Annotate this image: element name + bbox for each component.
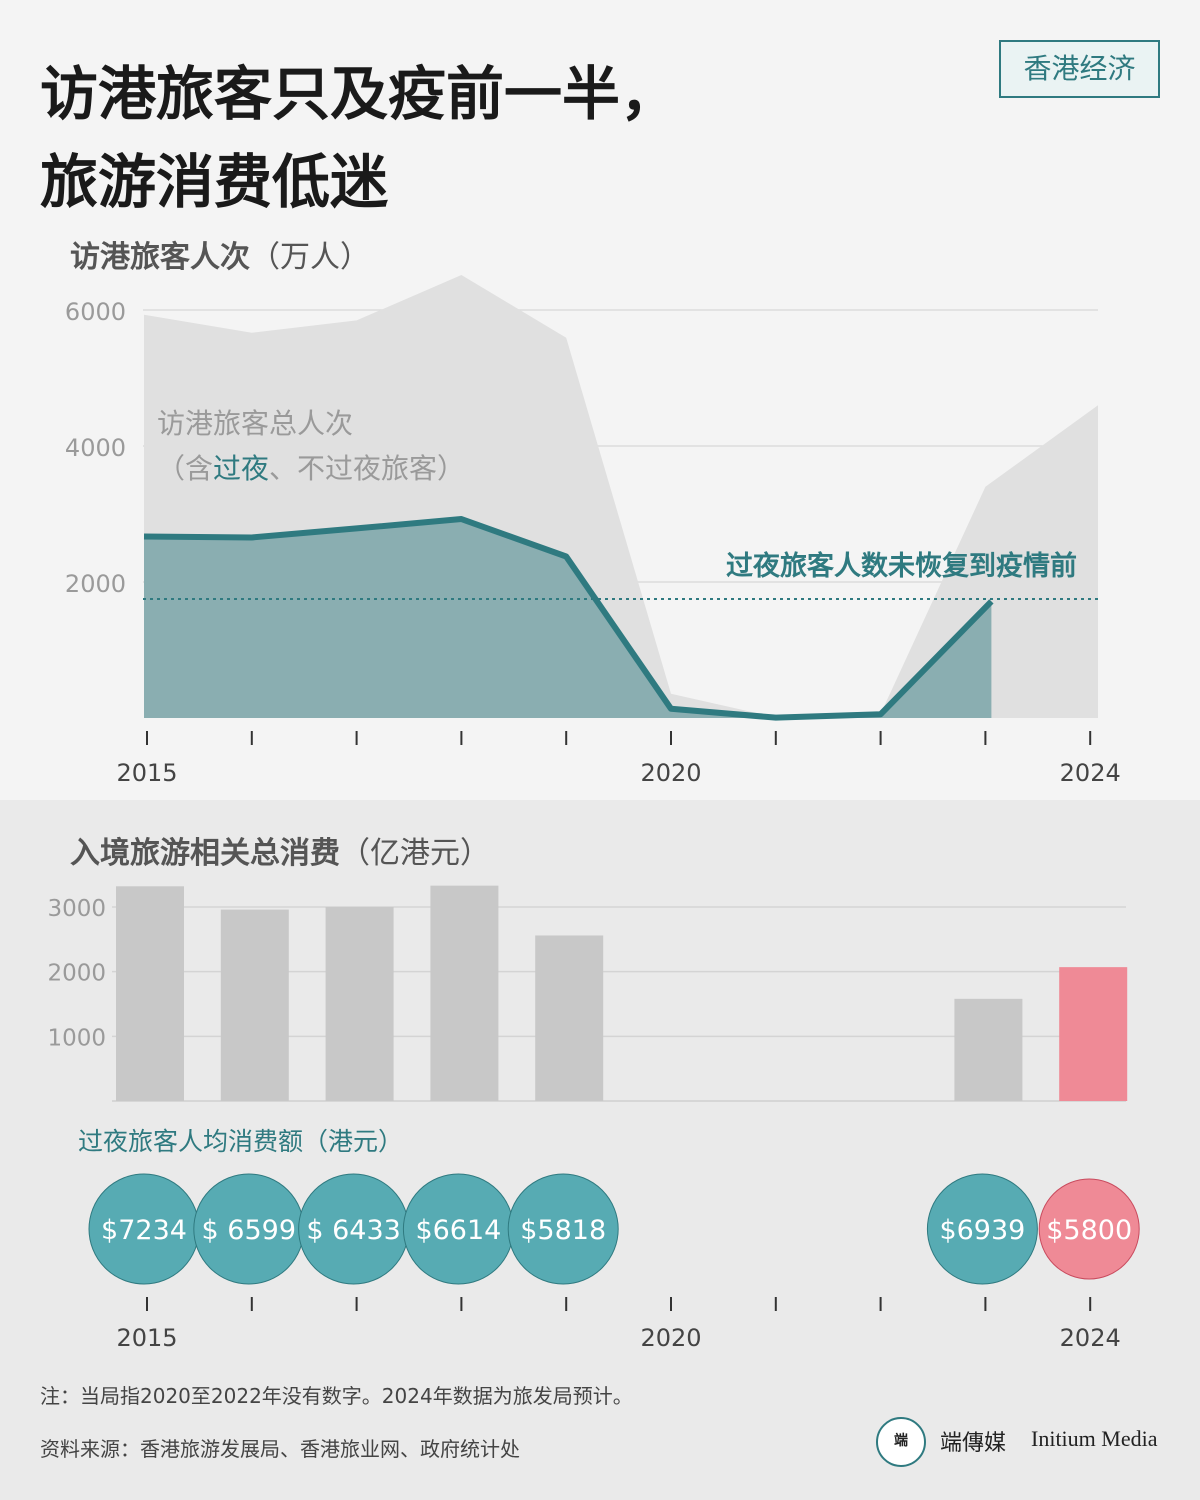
brand-name-en: Initium Media (1031, 1426, 1158, 1451)
brand-circle-icon (876, 1417, 926, 1467)
total-label-close: 、不过夜旅客） (269, 452, 465, 485)
per-capita-x-tick-label: 2024 (1060, 1324, 1121, 1352)
visitors-chart-title-text: 访港旅客人次 (70, 240, 250, 275)
total-visitors-label-2: （含过夜、不过夜旅客） (157, 452, 465, 485)
per-capita-x-tick-label: 2015 (116, 1324, 177, 1352)
visitors-x-axis: 2015 2020 2024 (116, 731, 1121, 787)
visitors-x-tick-label: 2020 (640, 759, 701, 787)
spending-bar (220, 909, 289, 1101)
spending-bar (116, 886, 184, 1101)
total-visitors-label-line-1: 访港旅客总人次 (157, 407, 353, 440)
total-label-open: （含 (157, 452, 213, 485)
visitors-x-tick-label: 2024 (1060, 759, 1121, 787)
visitors-y-tick-label: 2000 (65, 570, 126, 598)
per-capita-bubble (507, 1173, 619, 1285)
spending-bar (954, 998, 1023, 1101)
spending-bar (325, 907, 394, 1101)
page-title: 访港旅客只及疫前一半， 旅游消费低迷 (40, 50, 940, 226)
per-capita-value-label: $5800 (1046, 1215, 1132, 1246)
visitors-chart-title: 访港旅客人次（万人） (70, 232, 370, 276)
page-title-line-1: 访港旅客只及疫前一半， (40, 60, 679, 128)
spending-panel (0, 800, 1200, 1500)
spending-y-tick-label: 3000 (47, 896, 106, 922)
spending-y-tick-label: 2000 (47, 961, 106, 987)
per-capita-x-axis: 2015 2020 2024 (116, 1297, 1121, 1352)
per-capita-value-label: $7234 (101, 1215, 187, 1246)
total-visitors-label: 访港旅客总人次 (157, 407, 353, 440)
visitors-chart-unit: （万人） (250, 240, 370, 275)
overnight-visitors-line (143, 516, 994, 721)
per-capita-bubble (926, 1173, 1038, 1285)
visitors-y-tick-label: 6000 (65, 298, 126, 326)
per-capita-bubbles: $7234 $ 6599 $ 6433 $6614 $5818 $6939 $5800 (88, 1173, 1140, 1285)
visitors-x-tick-label: 2015 (116, 759, 177, 787)
per-capita-value-label: $6614 (415, 1215, 501, 1246)
visitors-area-chart: 2000 4000 6000 2015 2020 2024 访港旅客总人次 （含过夜、不… (65, 274, 1121, 787)
spending-y-axis: 1000 2000 3000 (47, 896, 106, 1051)
per-capita-title: 过夜旅客人均消费额（港元） (78, 1127, 404, 1156)
per-capita-value-label: $ 6433 (306, 1215, 400, 1246)
spending-bar (535, 935, 604, 1101)
page-title-line-2: 旅游消费低迷 (40, 148, 389, 216)
spending-chart-unit: （亿港元） (340, 836, 490, 871)
per-capita-bubble (1038, 1178, 1140, 1280)
spending-bar (430, 885, 499, 1101)
visitors-y-axis: 2000 4000 6000 (65, 298, 126, 598)
spending-bar (1059, 967, 1128, 1101)
category-tag[interactable]: 香港经济 (999, 40, 1160, 98)
per-capita-value-label: $6939 (939, 1215, 1025, 1246)
brand-mark: 端 (894, 1433, 908, 1449)
spending-chart-title-text: 入境旅游相关总消费 (70, 836, 340, 871)
brand-name: 端傳媒 (940, 1431, 1007, 1456)
footnote: 注：当局指2020至2022年没有数字。2024年数据为旅发局预计。 (40, 1384, 633, 1408)
visitors-y-tick-label: 4000 (65, 434, 126, 462)
overnight-visitors-area (144, 519, 992, 718)
overnight-annotation: 过夜旅客人数未恢复到疫情前 (726, 550, 1077, 582)
total-label-overnight-highlight: 过夜 (213, 452, 269, 485)
spending-bars (116, 885, 1128, 1101)
source-note: 资料来源：香港旅游发展局、香港旅业网、政府统计处 (40, 1437, 520, 1461)
spending-y-tick-label: 1000 (47, 1025, 106, 1051)
per-capita-x-tick-label: 2020 (640, 1324, 701, 1352)
per-capita-value-label: $ 6599 (202, 1215, 296, 1246)
spending-chart-title: 入境旅游相关总消费（亿港元） (70, 828, 490, 872)
per-capita-value-label: $5818 (520, 1215, 606, 1246)
